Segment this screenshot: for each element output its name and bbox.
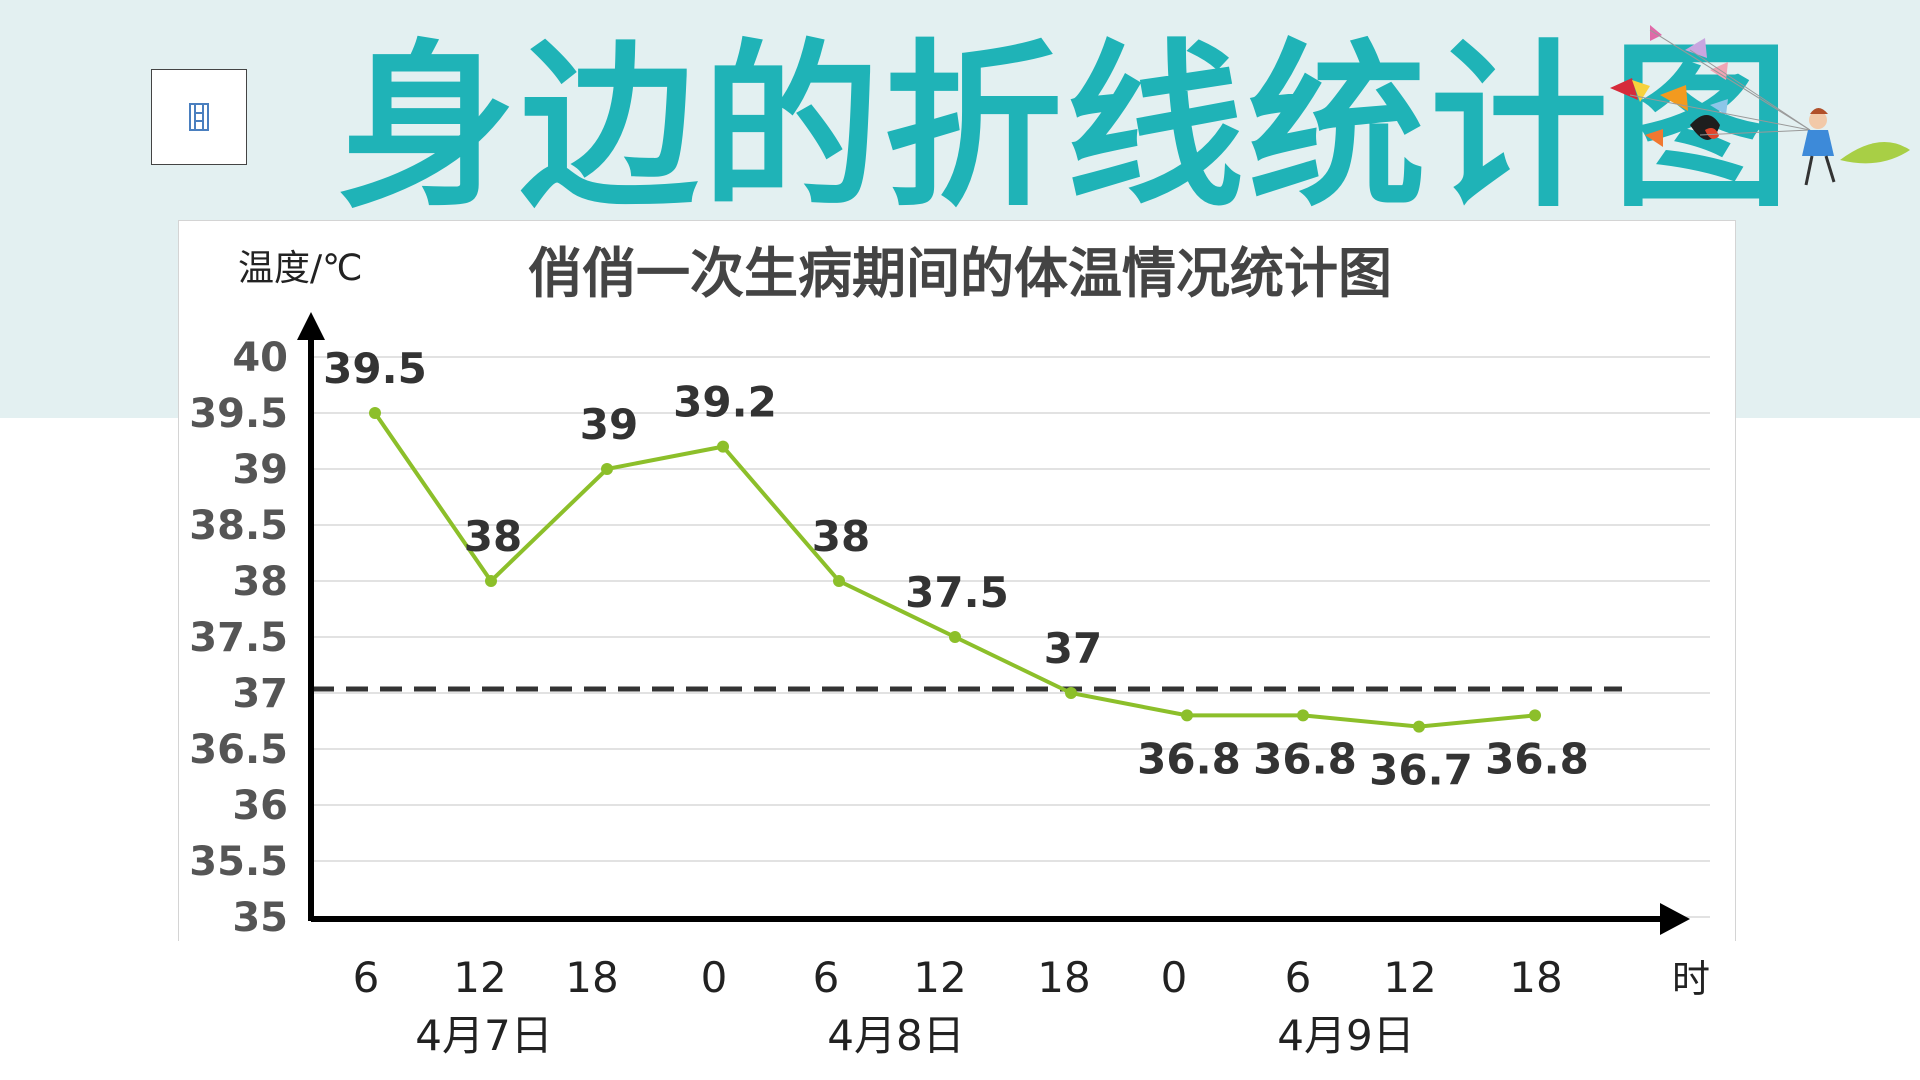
y-tick-label: 39	[232, 447, 288, 493]
data-point	[1529, 709, 1541, 722]
film-strip-icon	[189, 103, 209, 131]
day-label: 4月8日	[827, 1011, 964, 1060]
data-label: 39	[580, 400, 638, 449]
data-label: 36.7	[1369, 746, 1473, 795]
x-tick-label: 6	[1285, 953, 1312, 1002]
x-tick-label: 12	[1383, 953, 1436, 1002]
y-tick-label: 36	[232, 783, 288, 829]
y-tick-label: 35.5	[189, 839, 288, 885]
y-axis-title: 温度/℃	[238, 248, 363, 289]
y-axis-arrow	[297, 312, 325, 340]
data-label: 38	[812, 512, 870, 561]
data-label: 36.8	[1253, 734, 1357, 783]
chart-title: 俏俏一次生病期间的体温情况统计图	[528, 242, 1392, 305]
data-point	[1297, 709, 1309, 722]
data-label: 37.5	[905, 568, 1009, 617]
data-point	[717, 440, 729, 453]
data-point	[601, 463, 613, 475]
data-point	[949, 631, 961, 643]
x-tick-label: 18	[565, 953, 618, 1002]
y-tick-label: 38	[232, 559, 288, 605]
data-label: 36.8	[1485, 734, 1589, 783]
data-label: 38	[464, 512, 522, 561]
day-label: 4月7日	[415, 1011, 552, 1060]
data-label: 36.8	[1137, 734, 1241, 783]
x-axis-arrow	[1660, 903, 1690, 935]
y-tick-label: 35	[232, 895, 288, 941]
data-point	[1413, 720, 1425, 733]
day-label: 4月9日	[1277, 1011, 1414, 1060]
y-tick-label: 40	[232, 335, 288, 381]
data-point	[1181, 709, 1193, 722]
page-title: 身边的折线统计图	[338, 24, 1794, 231]
x-tick-label: 12	[913, 953, 966, 1002]
x-tick-label: 6	[813, 953, 840, 1002]
data-label: 37	[1044, 624, 1102, 673]
data-point	[833, 575, 845, 587]
x-tick-label: 6	[353, 953, 380, 1002]
y-tick-label: 36.5	[189, 727, 288, 773]
data-point	[369, 407, 381, 419]
x-tick-label: 12	[453, 953, 506, 1002]
data-point	[485, 575, 497, 587]
x-tick-label: 0	[1161, 953, 1188, 1002]
film-strip-button[interactable]	[151, 69, 247, 165]
x-axis-unit: 时	[1672, 957, 1710, 1001]
x-tick-label: 18	[1509, 953, 1562, 1002]
x-tick-label: 18	[1037, 953, 1090, 1002]
butterflies-girl-illustration	[1610, 25, 1910, 186]
y-tick-label: 37.5	[189, 615, 288, 661]
y-tick-label: 37	[232, 671, 288, 717]
y-tick-label: 39.5	[189, 391, 288, 437]
data-label: 39.5	[323, 344, 427, 393]
y-tick-label: 38.5	[189, 503, 288, 549]
data-point	[1065, 687, 1077, 699]
x-tick-label: 0	[701, 953, 728, 1002]
data-label: 39.2	[673, 378, 777, 427]
